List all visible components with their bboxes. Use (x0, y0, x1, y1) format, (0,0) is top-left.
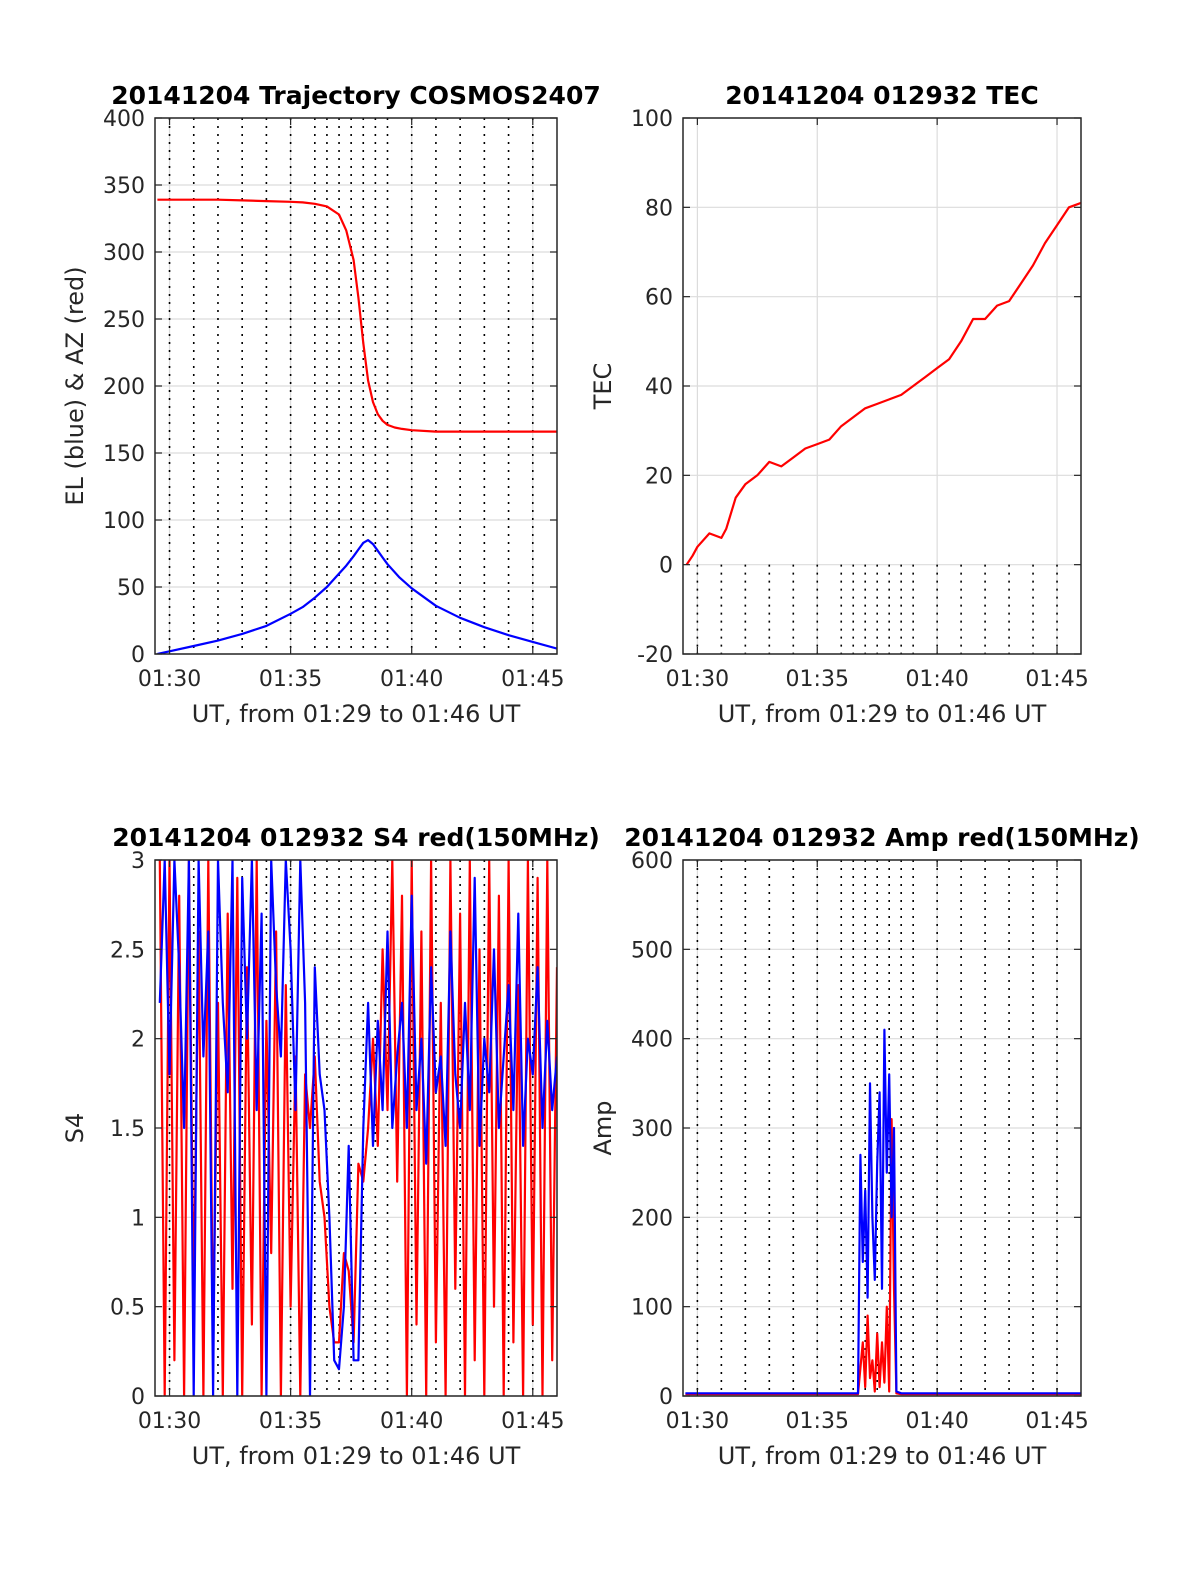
x-axis-label: UT, from 01:29 to 01:46 UT (192, 700, 521, 728)
y-tick-label: 1 (131, 1206, 145, 1231)
y-tick-label: 60 (645, 286, 673, 311)
y-axis-label: EL (blue) & AZ (red) (61, 266, 89, 505)
y-tick-label: 0 (659, 1385, 673, 1410)
y-tick-label: 150 (103, 442, 145, 467)
x-tick-label: 01:40 (380, 667, 443, 692)
y-tick-label: 100 (103, 509, 145, 534)
y-tick-label: 0.5 (110, 1296, 145, 1321)
s4-panel: 0 0.5 1 1.5 2 2.5 3 01:30 01:35 01:40 01:45 2014120… (61, 823, 600, 1470)
chart-title: 20141204 Trajectory COSMOS2407 (111, 81, 601, 110)
series-line-red (157, 198, 557, 433)
x-tick-label: 01:40 (380, 1409, 443, 1434)
y-tick-label: 400 (103, 107, 145, 132)
x-tick-label: 01:45 (501, 1409, 564, 1434)
y-tick-label: 40 (645, 375, 673, 400)
x-tick-label: 01:35 (259, 1409, 322, 1434)
y-tick-label: 300 (631, 1117, 673, 1142)
y-tick-label: 200 (103, 375, 145, 400)
chart-title: 20141204 012932 S4 red(150MHz) (112, 823, 600, 852)
y-tick-label: 100 (631, 1296, 673, 1321)
x-tick-label: 01:35 (786, 1409, 849, 1434)
series-line-blue (157, 538, 557, 654)
y-tick-label: 500 (631, 938, 673, 963)
x-tick-label: 01:40 (905, 667, 968, 692)
y-tick-label: 0 (131, 1385, 145, 1410)
y-tick-label: 3 (131, 849, 145, 874)
y-tick-label: 20 (645, 464, 673, 489)
x-tick-label: 01:30 (666, 667, 729, 692)
y-tick-label: 600 (631, 849, 673, 874)
x-tick-label: 01:45 (501, 667, 564, 692)
x-tick-label: 01:40 (905, 1409, 968, 1434)
y-tick-label: 400 (631, 1028, 673, 1053)
x-tick-label: 01:45 (1025, 1409, 1088, 1434)
y-tick-label: 2.5 (110, 938, 145, 963)
y-tick-label: 100 (631, 107, 673, 132)
chart-title: 20141204 012932 TEC (725, 81, 1038, 110)
x-tick-label: 01:35 (259, 667, 322, 692)
y-axis-label: TEC (589, 363, 617, 411)
y-tick-label: -20 (637, 643, 673, 668)
chart-title: 20141204 012932 Amp red(150MHz) (624, 823, 1140, 852)
y-tick-label: 0 (659, 554, 673, 579)
amp-panel: 0 100 200 300 400 500 600 01:30 01:35 01:40 01:45 2… (589, 823, 1140, 1470)
y-tick-label: 200 (631, 1206, 673, 1231)
y-tick-label: 300 (103, 241, 145, 266)
series-line-blue (685, 1028, 1081, 1395)
series-line-blue (158, 860, 557, 1396)
y-tick-label: 80 (645, 196, 673, 221)
x-axis-label: UT, from 01:29 to 01:46 UT (718, 1442, 1047, 1470)
x-tick-label: 01:30 (138, 667, 201, 692)
x-tick-label: 01:45 (1025, 667, 1088, 692)
tec-panel: -20 0 20 40 60 80 100 01:30 01:35 01:40 01:45 20141… (589, 81, 1089, 728)
series-line-red (685, 201, 1081, 566)
x-tick-label: 01:35 (786, 667, 849, 692)
x-tick-label: 01:30 (666, 1409, 729, 1434)
y-axis-label: S4 (61, 1113, 89, 1144)
x-axis-label: UT, from 01:29 to 01:46 UT (718, 700, 1047, 728)
y-tick-label: 350 (103, 174, 145, 199)
y-tick-label: 1.5 (110, 1117, 145, 1142)
trajectory-panel: 0 50 100 150 200 250 300 350 400 01:30 01:35 01:40 0… (61, 81, 601, 728)
y-tick-label: 2 (131, 1028, 145, 1053)
y-tick-label: 50 (117, 576, 145, 601)
y-tick-label: 250 (103, 308, 145, 333)
y-tick-label: 0 (131, 643, 145, 668)
x-tick-label: 01:30 (138, 1409, 201, 1434)
x-axis-label: UT, from 01:29 to 01:46 UT (192, 1442, 521, 1470)
y-axis-label: Amp (589, 1100, 617, 1155)
